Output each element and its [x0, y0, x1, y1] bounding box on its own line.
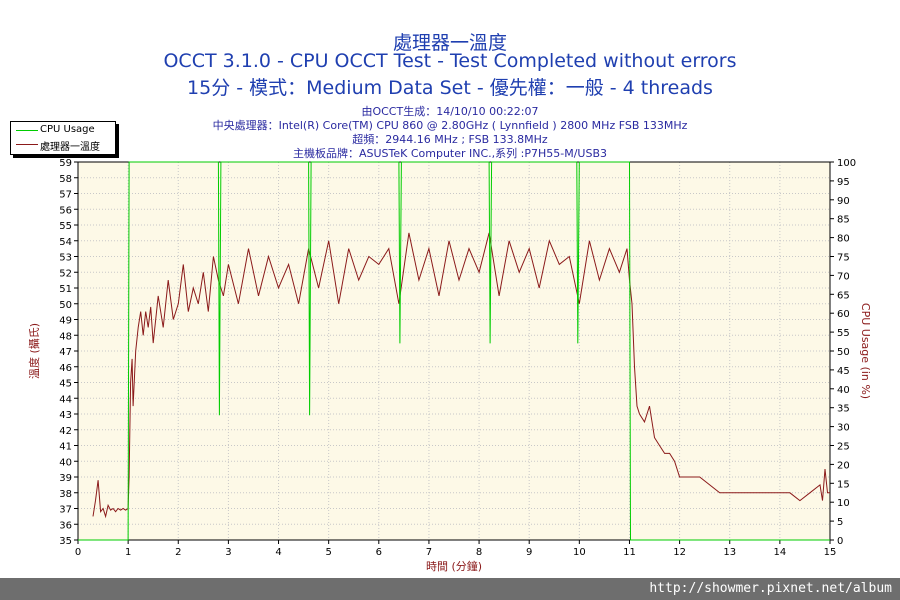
- series-cpu-usage-line: [78, 161, 830, 541]
- y-left-tick-label: 58: [59, 174, 72, 185]
- chart-subtitle-test: OCCT 3.1.0 - CPU OCCT Test - Test Comple…: [163, 50, 737, 72]
- legend-swatch-temperature: [16, 144, 38, 145]
- y-right-tick-label: 100: [837, 158, 856, 169]
- y-right-tick-label: 5: [837, 517, 843, 528]
- legend-item-temperature: 處理器一溫度: [11, 137, 115, 153]
- y-right-tick-label: 60: [837, 309, 850, 320]
- y-right-tick-label: 70: [837, 271, 850, 282]
- x-axis-title: 時間 (分鐘): [426, 559, 482, 573]
- y-left-tick-label: 36: [59, 520, 72, 531]
- watermark-bar: http://showmer.pixnet.net/album: [0, 578, 900, 600]
- x-tick-label: 4: [275, 547, 281, 558]
- y-left-tick-label: 44: [59, 394, 72, 405]
- chart-title: 處理器一溫度: [392, 32, 507, 54]
- y-left-tick-label: 47: [59, 347, 72, 358]
- x-tick-label: 3: [225, 547, 231, 558]
- y-right-tick-label: 90: [837, 196, 850, 207]
- info-overclock: 超頻：2944.16 MHz ; FSB 133.8MHz: [352, 133, 548, 146]
- y-left-tick-label: 42: [59, 426, 72, 437]
- y-right-tick-label: 50: [837, 347, 850, 358]
- y-left-tick-label: 59: [59, 158, 72, 169]
- legend-swatch-cpu-usage: [16, 130, 38, 131]
- y-left-tick-label: 43: [59, 410, 72, 421]
- y-left-axis-title: 溫度 (攝氏): [27, 323, 41, 379]
- y-right-tick-label: 85: [837, 215, 850, 226]
- x-tick-label: 11: [623, 547, 636, 558]
- x-tick-label: 14: [773, 547, 786, 558]
- x-tick-label: 12: [673, 547, 686, 558]
- y-right-tick-label: 15: [837, 479, 850, 490]
- info-cpu: 中央處理器：Intel(R) Core(TM) CPU 860 @ 2.80GH…: [212, 119, 688, 132]
- y-left-tick-label: 57: [59, 190, 72, 201]
- y-left-tick-label: 53: [59, 253, 72, 264]
- x-tick-label: 6: [376, 547, 382, 558]
- y-left-tick-label: 45: [59, 379, 72, 390]
- x-tick-label: 0: [75, 547, 81, 558]
- y-right-tick-label: 80: [837, 234, 850, 245]
- legend: CPU Usage 處理器一溫度: [10, 121, 116, 155]
- info-generated: 由OCCT生成：14/10/10 00:22:07: [361, 105, 539, 118]
- y-right-tick-label: 95: [837, 177, 850, 188]
- series-temperature-line: [92, 232, 830, 519]
- y-right-tick-label: 55: [837, 328, 850, 339]
- y-left-tick-label: 39: [59, 473, 72, 484]
- y-left-tick-label: 49: [59, 316, 72, 327]
- y-right-tick-label: 65: [837, 290, 850, 301]
- y-right-tick-label: 40: [837, 385, 850, 396]
- watermark-text: http://showmer.pixnet.net/album: [649, 581, 892, 596]
- legend-label-temperature: 處理器一溫度: [40, 142, 100, 153]
- x-tick-label: 1: [125, 547, 131, 558]
- x-tick-label: 2: [175, 547, 181, 558]
- info-motherboard: 主機板品牌：ASUSTeK Computer INC.,系列 :P7H55-M/…: [292, 147, 608, 160]
- y-right-tick-label: 20: [837, 460, 850, 471]
- legend-label-cpu-usage: CPU Usage: [40, 124, 95, 135]
- y-left-tick-label: 38: [59, 489, 72, 500]
- y-right-axis-title: CPU Usage (in %): [859, 303, 872, 399]
- y-left-tick-label: 51: [59, 284, 72, 295]
- legend-item-cpu-usage: CPU Usage: [11, 123, 115, 137]
- x-tick-label: 7: [426, 547, 432, 558]
- x-tick-label: 8: [476, 547, 482, 558]
- y-left-tick-label: 37: [59, 505, 72, 516]
- x-tick-label: 5: [325, 547, 331, 558]
- y-left-tick-label: 56: [59, 205, 72, 216]
- y-left-tick-label: 50: [59, 300, 72, 311]
- y-left-tick-label: 48: [59, 331, 72, 342]
- y-right-tick-label: 30: [837, 423, 850, 434]
- y-left-tick-label: 52: [59, 268, 72, 279]
- x-tick-label: 13: [723, 547, 736, 558]
- y-left-tick-label: 54: [59, 237, 72, 248]
- y-left-tick-label: 46: [59, 363, 72, 374]
- y-right-tick-label: 0: [837, 536, 843, 547]
- x-tick-label: 9: [526, 547, 532, 558]
- y-right-tick-label: 75: [837, 253, 850, 264]
- y-right-tick-label: 45: [837, 366, 850, 377]
- plot-area: [78, 162, 830, 540]
- x-tick-label: 15: [824, 547, 837, 558]
- y-right-tick-label: 35: [837, 404, 850, 415]
- chart-subtitle-mode: 15分 - 模式：Medium Data Set - 優先權：一般 - 4 th…: [187, 77, 713, 99]
- y-left-tick-label: 41: [59, 442, 72, 453]
- y-left-tick-label: 55: [59, 221, 72, 232]
- y-left-tick-label: 40: [59, 457, 72, 468]
- x-tick-label: 10: [573, 547, 586, 558]
- y-left-tick-label: 35: [59, 536, 72, 547]
- y-right-tick-label: 10: [837, 498, 850, 509]
- y-right-tick-label: 25: [837, 442, 850, 453]
